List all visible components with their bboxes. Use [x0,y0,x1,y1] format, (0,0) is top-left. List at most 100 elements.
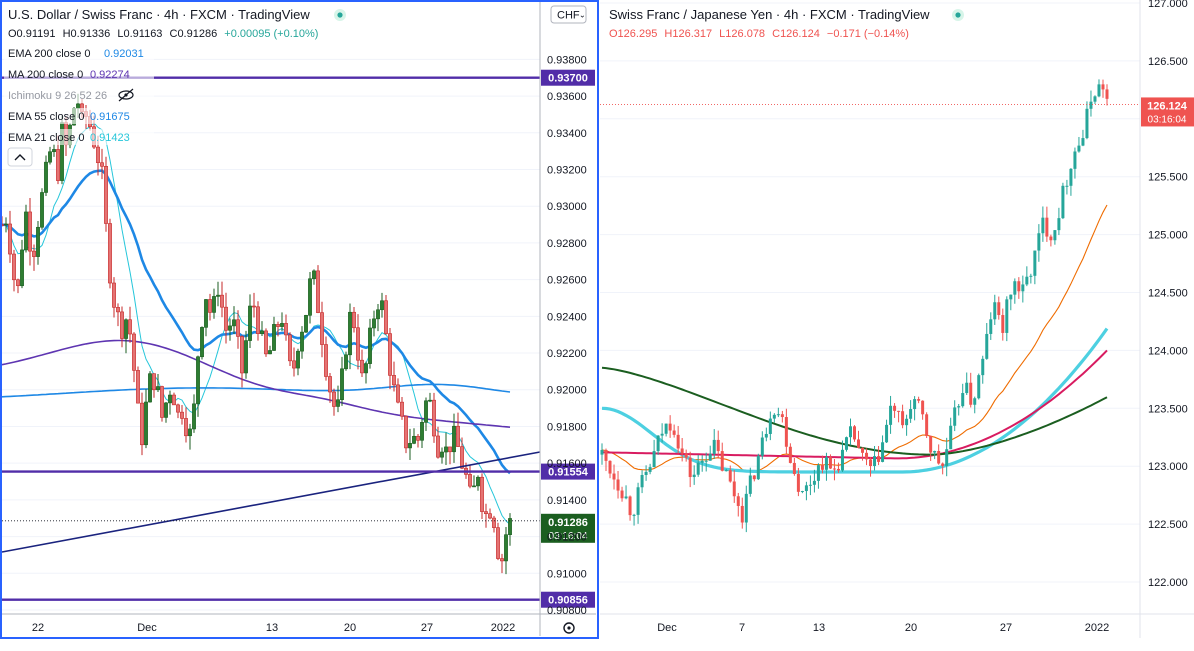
usdchf-candle-body [32,250,36,257]
usdchf-candle-body [332,391,336,407]
chfjpy-candle-body [925,414,929,436]
usdchf-candle-body [144,401,148,446]
usdchf-candle-body [304,315,308,333]
usdchf-candle-body [208,299,212,313]
usdchf-candle-body [248,305,252,341]
usdchf-candle-body [216,294,220,297]
usdchf-level-label: 0.91554 [548,467,589,479]
indicator-value: 0.92031 [104,48,144,60]
chfjpy-candle-body [700,460,704,463]
chfjpy-candle-body [1105,89,1109,99]
chfjpy-candle-body [1061,185,1065,219]
usdchf-time-axis[interactable]: 22 Dec 13 20 27 2022 [32,622,515,634]
usdchf-candle-body [120,311,124,339]
usdchf-candle-body [220,294,224,308]
usdchf-candle-body [448,446,452,453]
usdchf-candle-body [12,253,16,281]
chfjpy-candle-body [881,442,885,462]
indicator-row-background [4,87,154,103]
chfjpy-time-tick-label: 2022 [1085,622,1109,634]
chfjpy-candle-body [873,456,877,467]
usdchf-candle-body [476,476,480,487]
collapse-legend-button[interactable] [7,147,33,167]
usdchf-candle-body [52,149,56,153]
usdchf-candle-body [460,446,464,469]
indicator-name: EMA 21 close 0 [8,132,84,144]
chfjpy-candle-body [893,405,897,411]
usdchf-candle-body [180,411,184,419]
chfjpy-candle-body [832,468,836,470]
usdchf-price-tick-label: 0.91000 [547,568,587,580]
chfjpy-candle-body [720,451,724,471]
chfjpy-time-axis[interactable]: Dec 7 13 20 27 2022 [657,622,1109,634]
usdchf-price-tick-label: 0.93600 [547,91,587,103]
usdchf-candle-body [276,324,280,327]
usdchf-candle-body [196,356,200,405]
usdchf-chart[interactable]: 0.93700 0.91554 0.90856 0.91286 03:16:04 0.9… [0,0,599,639]
usdchf-time-tick-label: 2022 [491,622,515,634]
usdchf-price-tick-label: 0.93200 [547,164,587,176]
usdchf-candle-body [344,354,348,370]
chfjpy-candle-body [648,467,652,472]
chfjpy-candle-body [688,457,692,478]
chfjpy-time-tick-label: 27 [1000,622,1012,634]
chfjpy-candle-body [1033,250,1037,276]
indicator-value: 0.91675 [90,111,130,123]
chfjpy-candle-body [1101,84,1105,90]
chfjpy-candle-body [989,319,993,334]
usdchf-candle-body [252,305,256,308]
chfjpy-candle-body [909,409,913,419]
chfjpy-candle-body [644,471,648,476]
chfjpy-candle-body [917,399,921,401]
chart-settings-button[interactable] [563,622,575,634]
chfjpy-candle-body [921,400,925,415]
usdchf-candle-body [100,162,104,167]
chfjpy-candle-body [764,433,768,438]
usdchf-price-tick-label: 0.91200 [547,532,587,544]
indicator-name: Ichimoku 9 26 52 26 [8,90,107,102]
usdchf-candle-body [104,165,108,224]
chfjpy-candle-body [885,424,889,443]
chfjpy-candle-body [712,439,716,454]
usdchf-candle-body [324,344,328,377]
usdchf-candle-body [16,279,20,287]
chfjpy-last-price-tag [1141,97,1194,127]
chfjpy-candle-body [977,375,981,399]
chfjpy-candle-body [796,474,800,492]
chfjpy-legend: Swiss Franc / Japanese Yen · 4h · FXCM ·… [609,7,964,40]
usdchf-candle-body [160,386,164,418]
usdchf-candles [0,93,512,575]
usdchf-candle-body [116,307,120,313]
usdchf-ema200-line [1,383,511,398]
chfjpy-candle-body [861,447,865,453]
chfjpy-candle-body [848,426,852,438]
usdchf-candle-body [504,534,508,562]
usdchf-candle-body [428,399,432,402]
chfjpy-candle-body [844,437,848,450]
usdchf-candle-body [508,518,512,536]
chfjpy-candle-body [820,465,824,470]
chfjpy-chart[interactable]: 127.000126.500126.000125.500125.000124.5… [600,0,1194,638]
chfjpy-candle-body [933,450,937,453]
chfjpy-candle-body [997,302,1001,316]
usdchf-candle-body [28,211,32,252]
usdchf-candle-body [112,282,116,308]
usdchf-candle-body [340,368,344,401]
chfjpy-candle-body [744,493,748,523]
chfjpy-candle-body [897,410,901,412]
usdchf-price-axis[interactable]: 0.93800 0.93600 0.93400 0.93200 0.93000 0.928… [547,54,587,617]
chfjpy-candle-body [993,302,997,320]
chfjpy-candle-body [1097,84,1101,97]
usdchf-candle-body [320,312,324,345]
chfjpy-time-tick-label: 20 [905,622,917,634]
usdchf-candle-body [204,299,208,328]
currency-selector-button[interactable]: CHF ⌄ [550,5,587,24]
chfjpy-candle-body [696,462,700,475]
chfjpy-candle-body [612,473,616,480]
usdchf-price-tick-label: 0.92800 [547,238,587,250]
chfjpy-candle-body [724,470,728,472]
usdchf-candle-body [356,327,360,361]
active-pane-border [0,0,599,639]
usdchf-candle-body [472,485,476,488]
